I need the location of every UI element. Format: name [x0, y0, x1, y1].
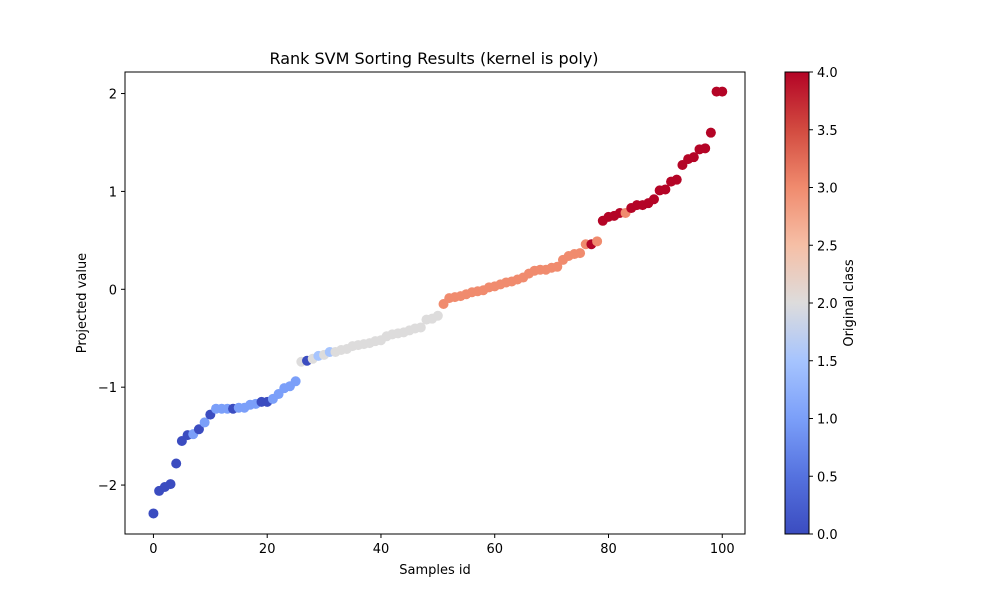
x-tick-label: 0 [149, 542, 157, 557]
colorbar-tick-label: 3.0 [817, 182, 838, 197]
y-tick-label: −1 [98, 381, 117, 396]
chart-title: Rank SVM Sorting Results (kernel is poly… [269, 49, 598, 68]
y-axis-ticks: −2 −1 0 1 2 [98, 88, 125, 494]
scatter-point [688, 152, 699, 163]
colorbar-tick-label: 2.5 [817, 239, 838, 254]
colorbar-label: Original class [842, 259, 857, 347]
scatter-point [171, 458, 182, 469]
y-axis-label: Projected value [75, 253, 90, 353]
plot-frame [124, 71, 746, 535]
x-axis-label: Samples id [399, 563, 471, 578]
x-tick-label: 80 [600, 542, 617, 557]
scatter-point [290, 376, 301, 387]
y-tick-label: 2 [109, 88, 117, 103]
colorbar-tick-label: 1.5 [817, 355, 838, 370]
scatter-point [717, 86, 728, 97]
scatter-point [705, 127, 716, 138]
scatter-point [199, 417, 210, 428]
y-tick-label: −2 [98, 479, 117, 494]
scatter-point [552, 261, 563, 272]
x-tick-label: 40 [373, 542, 390, 557]
scatter-points [148, 86, 728, 519]
colorbar-tick-label: 2.0 [817, 297, 838, 312]
x-axis-ticks: 0 20 40 60 80 100 [149, 534, 735, 557]
colorbar-tick-label: 4.0 [817, 66, 838, 81]
scatter-point [660, 184, 671, 195]
colorbar-tick-label: 0.5 [817, 470, 838, 485]
scatter-point [193, 424, 204, 435]
scatter-point [432, 310, 443, 321]
scatter-point [592, 236, 603, 247]
y-tick-label: 1 [109, 185, 117, 200]
colorbar-ticks: 0.0 0.5 1.0 1.5 2.0 2.5 3.0 3.5 4.0 [809, 66, 838, 543]
scatter-point [148, 508, 159, 519]
colorbar [784, 71, 810, 535]
scatter-point [700, 143, 711, 154]
x-tick-label: 20 [259, 542, 276, 557]
scatter-point [165, 479, 176, 490]
colorbar-tick-label: 1.0 [817, 413, 838, 428]
colorbar-tick-label: 3.5 [817, 124, 838, 139]
x-tick-label: 100 [710, 542, 735, 557]
colorbar-tick-label: 0.0 [817, 528, 838, 543]
scatter-point [671, 174, 682, 185]
x-tick-label: 60 [486, 542, 503, 557]
scatter-point [415, 322, 426, 333]
y-tick-label: 0 [109, 283, 117, 298]
scatter-point [648, 194, 659, 205]
scatter-point [575, 248, 586, 259]
